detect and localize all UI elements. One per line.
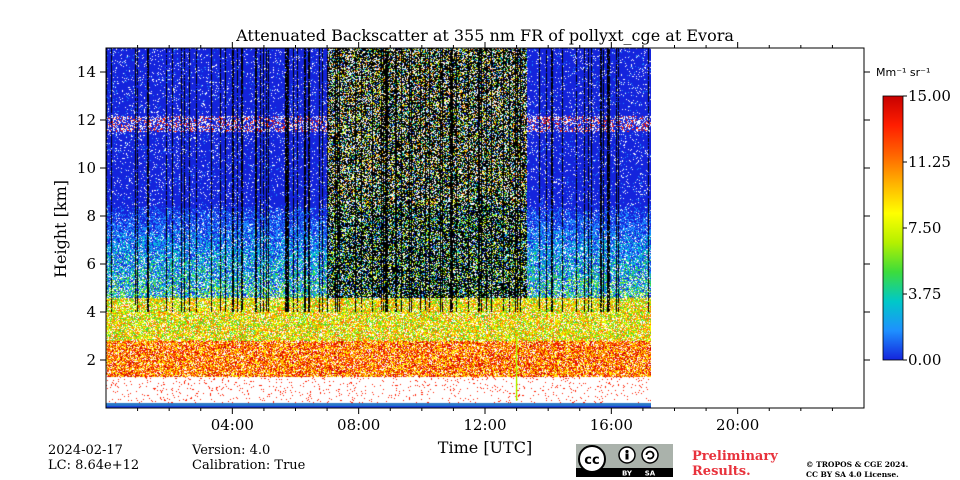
sa-icon [641,446,659,464]
colorbar-ticks: 0.00 3.75 7.50 11.25 15.00 [903,87,951,369]
cc-icon [578,445,606,473]
cc-by-sa-badge: cc BY SA [576,444,673,477]
preliminary-line-2: Results. [692,464,751,479]
backscatter-heatmap [106,48,651,408]
info-lc: LC: 8.64e+12 [48,458,140,473]
x-tick-label: 08:00 [337,416,380,434]
colorbar: Mm⁻¹ sr⁻¹ 0.00 3.75 7.50 11.25 15.00 [876,66,951,369]
y-tick-label: 10 [77,159,96,177]
y-axis-label: Height [km] [51,180,70,278]
copyright-notice: © TROPOS & CGE 2024. CC BY SA 4.0 Licens… [806,460,908,480]
info-calibration: Calibration: True [192,458,306,473]
y-axis: 2 4 6 8 10 12 14 [77,63,870,369]
copyright-line-2: CC BY SA 4.0 License. [806,470,899,479]
colorbar-tick-label: 11.25 [908,153,951,171]
x-tick-label: 04:00 [211,416,254,434]
preliminary-line-1: Preliminary [692,449,778,464]
cc-label: cc [584,453,599,468]
heatmap-image [106,48,651,408]
x-tick-label: 20:00 [716,416,759,434]
chart-title: Attenuated Backscatter at 355 nm FR of p… [235,26,734,45]
plot-area [105,47,865,409]
sa-label: SA [645,470,656,478]
info-version: Version: 4.0 [192,443,271,458]
colorbar-unit: Mm⁻¹ sr⁻¹ [876,66,930,79]
colorbar-gradient [882,95,904,361]
y-tick-label: 14 [77,63,96,81]
copyright-line-1: © TROPOS & CGE 2024. [806,460,909,469]
preliminary-notice: Preliminary Results. [692,449,778,479]
colorbar-tick-label: 15.00 [908,87,951,105]
colorbar-tick-label: 0.00 [908,351,941,369]
x-tick-label: 12:00 [463,416,506,434]
x-axis-label: Time [UTC] [438,438,532,457]
colorbar-tick-label: 7.50 [908,219,941,237]
y-tick-label: 4 [86,303,96,321]
y-tick-label: 12 [77,111,96,129]
info-date: 2024-02-17 [48,443,123,458]
x-tick-label: 16:00 [590,416,633,434]
y-tick-label: 8 [86,207,96,225]
x-axis: 04:00 08:00 12:00 16:00 20:00 [137,42,833,434]
colorbar-tick-label: 3.75 [908,285,941,303]
y-tick-label: 2 [86,351,96,369]
by-label: BY [622,470,633,478]
y-tick-label: 6 [86,255,96,273]
